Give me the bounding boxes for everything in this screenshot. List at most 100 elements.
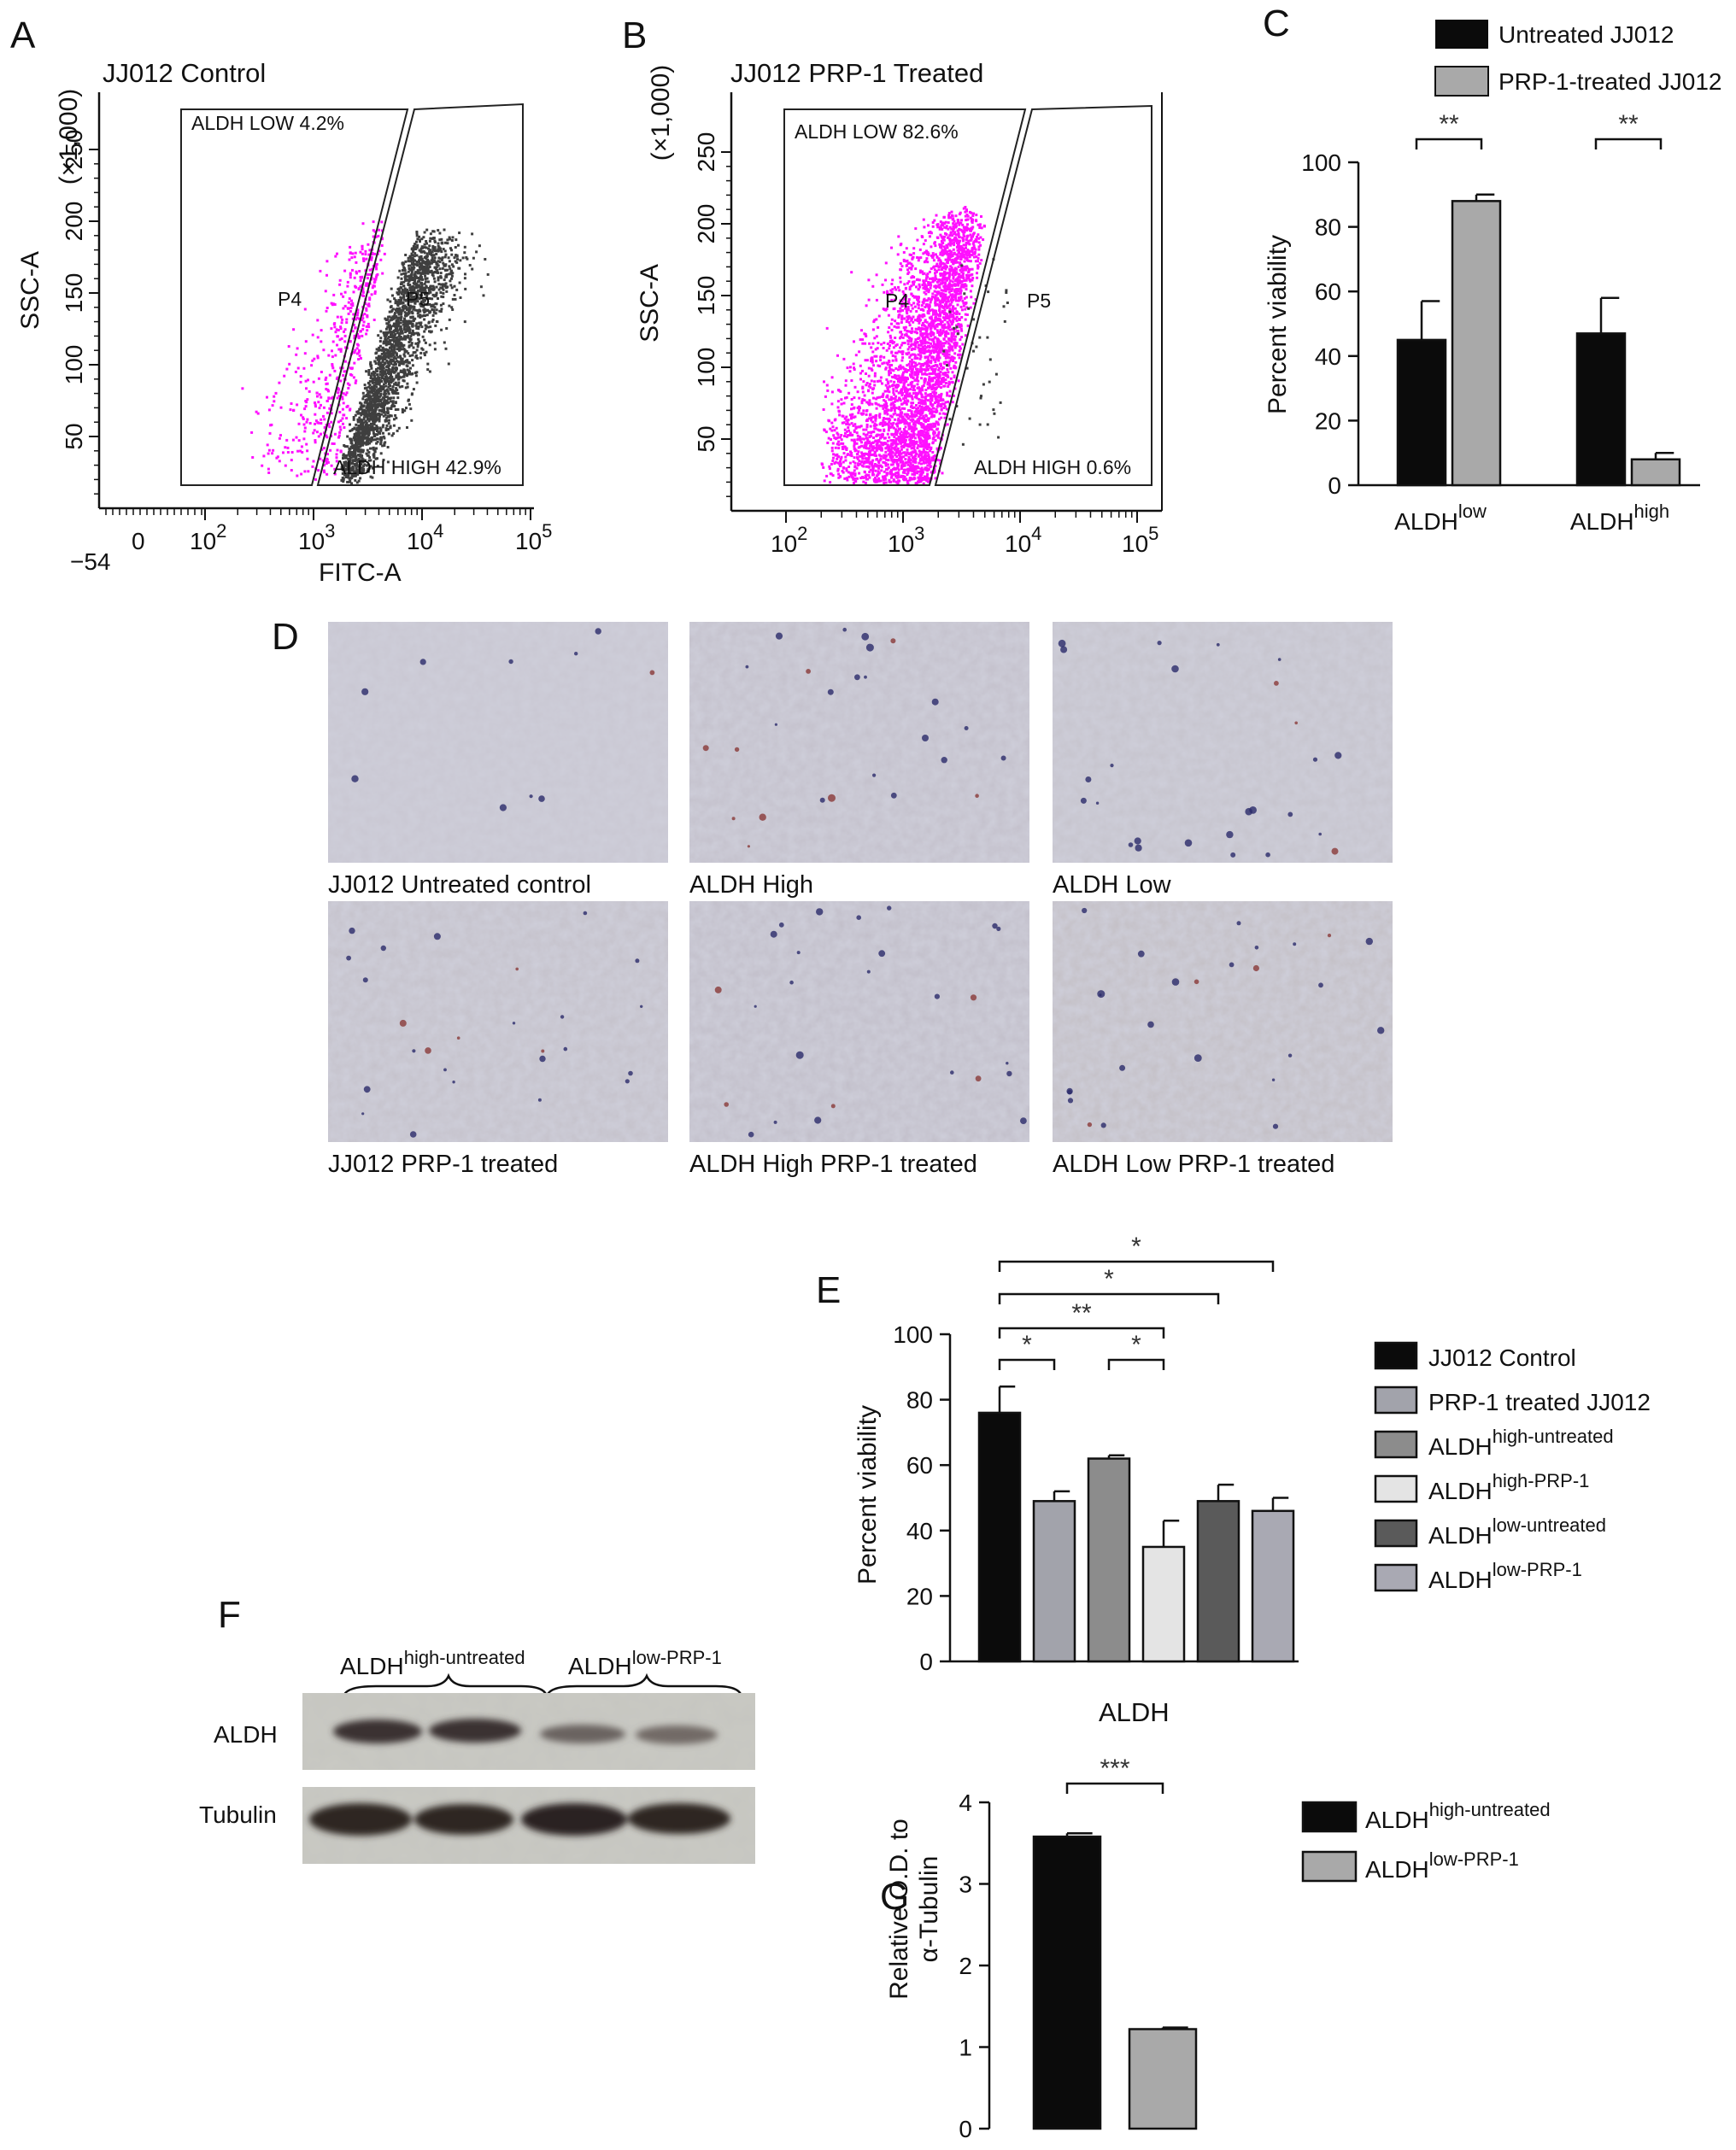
- flow-event: [463, 251, 466, 255]
- flow-event: [343, 463, 347, 466]
- flow-event: [372, 373, 376, 377]
- flow-event: [871, 342, 875, 345]
- flow-event: [367, 431, 371, 434]
- flow-event: [875, 448, 878, 452]
- flow-event: [871, 453, 874, 456]
- flow-event: [385, 359, 389, 362]
- flow-event: [371, 391, 374, 395]
- flow-event: [361, 275, 364, 278]
- flow-event: [916, 317, 919, 320]
- flow-event: [932, 430, 935, 433]
- flow-event: [362, 433, 366, 436]
- flow-event: [931, 221, 935, 224]
- flow-event: [954, 335, 958, 338]
- flow-event: [361, 448, 365, 452]
- flow-event: [394, 369, 397, 372]
- flow-event: [364, 428, 367, 431]
- flow-event: [412, 388, 415, 391]
- flow-event: [412, 282, 415, 285]
- flow-event: [448, 236, 451, 239]
- flow-event: [377, 418, 380, 421]
- flow-event: [407, 260, 410, 263]
- flow-event: [953, 342, 956, 345]
- flow-event: [836, 436, 839, 440]
- flow-event: [864, 457, 867, 460]
- flow-event: [421, 301, 425, 303]
- flow-event: [361, 324, 365, 327]
- flow-event: [900, 353, 904, 356]
- flow-event: [968, 249, 971, 253]
- flow-event: [419, 263, 422, 267]
- flow-event: [431, 271, 435, 274]
- flow-event: [905, 334, 908, 337]
- flow-event: [930, 365, 934, 368]
- flow-event: [439, 291, 443, 294]
- flow-event: [429, 287, 432, 290]
- flow-event: [363, 463, 367, 466]
- flow-event: [924, 344, 926, 348]
- flow-event: [853, 423, 857, 426]
- flow-event: [325, 309, 328, 313]
- flow-event: [267, 452, 270, 455]
- flow-event: [879, 376, 883, 379]
- flow-event: [424, 309, 427, 313]
- flow-event: [941, 366, 944, 369]
- flow-event: [950, 238, 953, 242]
- flow-event: [883, 341, 886, 344]
- flow-event: [395, 387, 398, 390]
- flow-event: [303, 308, 307, 311]
- flow-event: [909, 354, 912, 357]
- flow-event: [944, 249, 947, 253]
- flow-event: [900, 431, 903, 434]
- flow-event: [343, 426, 346, 429]
- flow-event: [959, 338, 962, 342]
- flow-event: [374, 400, 378, 403]
- flow-event: [368, 249, 372, 252]
- flow-event: [379, 439, 383, 442]
- flow-event: [854, 354, 858, 357]
- flow-event: [945, 300, 948, 303]
- flow-event: [965, 252, 968, 255]
- flow-event: [343, 304, 347, 308]
- flow-event: [415, 322, 419, 325]
- flow-event: [397, 340, 401, 343]
- flow-event: [871, 445, 875, 448]
- flow-event: [840, 455, 843, 459]
- flow-event: [853, 480, 857, 483]
- flow-event: [382, 459, 385, 461]
- flow-event: [867, 431, 871, 434]
- flow-event: [419, 302, 422, 306]
- flow-event: [343, 467, 346, 470]
- flow-event: [911, 327, 913, 331]
- flow-event: [394, 351, 397, 354]
- flow-event: [334, 354, 337, 357]
- flow-event: [376, 390, 379, 393]
- flow-event: [313, 357, 316, 360]
- flow-event: [290, 451, 294, 454]
- flow-event: [916, 341, 919, 343]
- ytick-label: 200: [693, 204, 719, 244]
- flow-event: [924, 438, 927, 442]
- flow-event: [873, 380, 877, 384]
- flow-event: [425, 350, 428, 354]
- flow-event: [330, 420, 333, 424]
- flow-event: [939, 259, 942, 262]
- flow-event: [886, 443, 889, 447]
- flow-event: [373, 438, 377, 442]
- flow-event: [933, 343, 935, 346]
- flow-event: [929, 449, 932, 453]
- flow-event: [926, 288, 929, 290]
- flow-event: [435, 252, 438, 255]
- flow-event: [367, 434, 370, 437]
- flow-event: [911, 425, 914, 429]
- flow-event: [302, 418, 305, 420]
- flow-event: [407, 334, 410, 337]
- flow-event: [343, 340, 347, 343]
- flow-event: [357, 431, 361, 435]
- ytick-label: 100: [693, 348, 719, 388]
- flow-event: [387, 331, 390, 334]
- flow-event: [374, 457, 378, 460]
- flow-event: [414, 342, 418, 345]
- flow-event: [387, 415, 390, 419]
- flow-event: [903, 283, 906, 286]
